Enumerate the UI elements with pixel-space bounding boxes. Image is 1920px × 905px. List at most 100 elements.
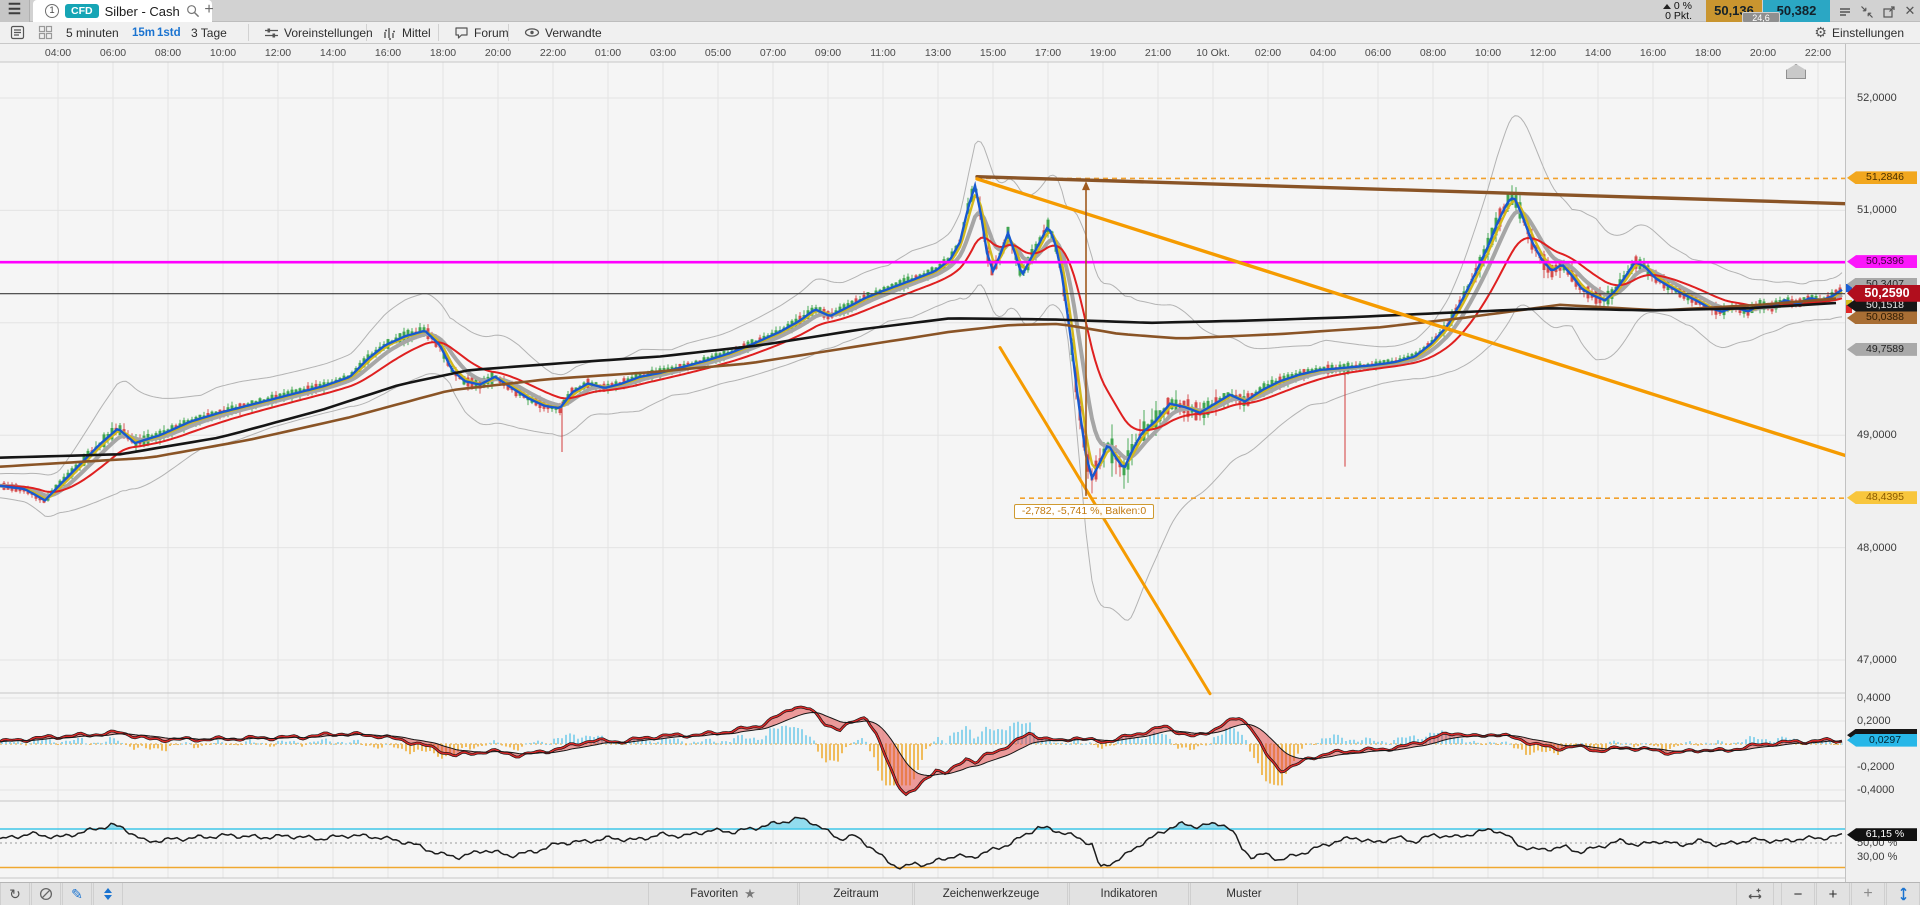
hamburger-icon: ☰ [7,1,22,18]
time-label: 07:00 [759,47,787,59]
plus-icon: + [1828,885,1838,903]
pencil-icon: ✎ [71,885,83,902]
clear-drawings-button[interactable] [31,883,61,905]
price-level-badge: 49,7589 [1847,342,1917,356]
speech-bubble-icon [455,26,468,39]
time-label: 10:00 [1474,47,1502,59]
tab-bar: ☰ 1 CFD Silber - Cash + 0 % 0 Pkt. 50,13… [0,0,1920,23]
time-label: 08:00 [154,47,182,59]
price-axis-label: 47,0000 [1857,654,1897,666]
star-icon: ★ [744,886,756,901]
new-tab-button[interactable]: + [204,1,214,18]
search-icon[interactable] [186,4,200,18]
toolbar-divider [438,24,439,41]
reload-icon: ↻ [9,885,21,902]
toolbar-divider [508,24,509,41]
time-label: 04:00 [1309,47,1337,59]
sort-tools-button[interactable] [93,883,123,905]
time-label: 22:00 [1804,47,1832,59]
averages-button[interactable]: Mittel [374,22,439,43]
timerange-button[interactable]: Zeitraum [799,883,913,905]
watchlist-icon-button[interactable] [2,22,33,43]
time-label: 12:00 [1529,47,1557,59]
chart-tab-active[interactable]: 1 CFD Silber - Cash [33,0,212,22]
drawing-tools-button[interactable]: Zeichenwerkzeuge [914,883,1068,905]
time-label: 16:00 [374,47,402,59]
vertical-arrows-icon [1899,887,1907,901]
forum-button[interactable]: Forum [446,22,517,43]
auto-scale-button[interactable] [1886,883,1920,905]
time-label: 11:00 [870,47,896,59]
settings-button[interactable]: ⚙ Einstellungen [1814,24,1904,40]
layout-grid-button[interactable] [30,22,61,43]
time-label: 01:00 [594,47,622,59]
presets-button[interactable]: Voreinstellungen [256,22,381,43]
time-label: 17:00 [1034,47,1062,59]
price-chart-canvas[interactable] [0,44,1845,882]
quote-change: 0 % 0 Pkt. [1662,1,1692,21]
price-level-badge: 48,4395 [1847,491,1917,505]
indicators-button[interactable]: Indikatoren [1069,883,1189,905]
refresh-button[interactable]: ↻ [0,883,30,905]
quick-interval-15m[interactable]: 15m [132,26,156,39]
sort-arrows-icon [104,888,112,900]
time-label: 04:00 [44,47,72,59]
price-axis-label: 49,0000 [1857,429,1897,442]
price-level-badge: 50,0388 [1847,311,1917,325]
zoom-out-button[interactable]: − [1781,883,1815,905]
time-label: 21:00 [1144,47,1172,59]
macd-axis-label: -0,4000 [1857,784,1895,796]
popout-window-icon[interactable] [1878,0,1900,22]
price-level-badge: 50,1518 [1847,298,1917,312]
macd-axis-label: -0,2000 [1857,761,1895,773]
crosshair-icon: + [1863,885,1873,902]
stoch-value-badge: 61,15 % [1847,828,1917,842]
time-axis[interactable]: 04:00 06:00 08:00 10:00 12:00 14:00 16:00 18:00… [0,44,1920,62]
gear-icon: ⚙ [1814,24,1827,40]
time-label: 03:00 [649,47,677,59]
time-label: 18:00 [429,47,457,59]
time-label: 15:00 [979,47,1007,59]
time-label: 05:00 [704,47,732,59]
toolbar-divider [248,24,249,41]
time-label: 20:00 [484,47,512,59]
quick-interval-1std[interactable]: 1std [157,26,181,39]
draw-mode-button[interactable]: ✎ [62,883,92,905]
minus-icon: − [1793,885,1803,903]
widget-menu-icon[interactable] [1834,0,1856,22]
time-label: 06:00 [99,47,127,59]
range-button[interactable]: 3 Tage [191,25,227,40]
macd-axis-label: 0,2000 [1857,715,1891,727]
price-axis-label: 52,0000 [1857,92,1897,104]
zoom-in-button[interactable]: + [1816,883,1850,905]
favorites-button[interactable]: Favoriten ★ [648,883,798,905]
time-label: 14:00 [319,47,347,59]
crosshair-button[interactable]: + [1851,883,1885,905]
time-label: 22:00 [539,47,567,59]
chart-toolbar: 5 minuten 15m 1std 3 Tage Voreinstellung… [0,22,1920,44]
main-menu-button[interactable]: ☰ [0,0,30,22]
price-level-badge: 51,2846 [1847,171,1917,185]
time-label: 20:00 [1749,47,1777,59]
macd-axis-label: 0,4000 [1857,692,1891,704]
interval-button[interactable]: 5 minuten [66,25,119,40]
close-widget-icon[interactable]: ✕ [1904,3,1916,18]
collapse-window-icon[interactable] [1856,0,1878,22]
time-label: 10 Okt. [1196,47,1230,59]
instrument-title: Silber - Cash [104,3,180,19]
time-label: 08:00 [1419,47,1447,59]
scroll-to-latest-icon[interactable] [1786,64,1806,79]
bottom-toolbar: ↻ ✎ Favoriten ★ Zeitraum Zeichenwerkzeuge… [0,882,1920,905]
price-axis[interactable]: 52,0000 51,0000 49,0000 48,0000 47,0000 0,400… [1845,44,1920,882]
tab-number-icon: 1 [45,4,59,18]
pan-horizontal-button[interactable] [1736,883,1774,905]
price-level-badge: 50,5396 [1847,255,1917,269]
macd-value-badge: 0,0297 [1847,733,1917,747]
patterns-button[interactable]: Muster [1190,883,1298,905]
time-label: 13:00 [924,47,952,59]
time-label: 12:00 [264,47,292,59]
related-button[interactable]: Verwandte [516,22,610,43]
chart-area[interactable]: 04:00 06:00 08:00 10:00 12:00 14:00 16:00 18:00… [0,44,1920,882]
ma-value-chip [1846,299,1852,308]
